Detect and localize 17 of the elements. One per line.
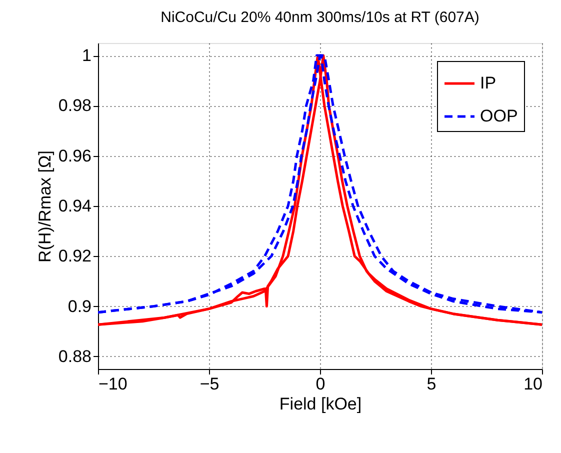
x-tick-label: 5 — [426, 374, 436, 394]
y-tick-label: 1 — [82, 46, 92, 66]
x-tick-label: 0 — [316, 374, 326, 394]
legend-label: IP — [480, 74, 496, 92]
y-axis-title: R(H)/Rmax [Ω] — [35, 150, 54, 262]
y-tick-label: 0.98 — [58, 96, 92, 116]
y-tick-label: 0.96 — [58, 146, 92, 166]
y-tick-label: 0.92 — [58, 246, 92, 266]
y-tick-label: 0.9 — [68, 296, 92, 316]
y-tick-label: 0.88 — [58, 346, 92, 366]
x-tick-label: −5 — [200, 374, 220, 394]
x-axis-title: Field [kOe] — [279, 394, 362, 414]
x-tick-label: −10 — [98, 374, 128, 394]
y-tick-label: 0.94 — [58, 196, 92, 216]
chart-title: NiCoCu/Cu 20% 40nm 300ms/10s at RT (607A) — [160, 9, 480, 26]
x-tick-label: 10 — [524, 374, 542, 394]
legend-label: OOP — [480, 106, 518, 126]
